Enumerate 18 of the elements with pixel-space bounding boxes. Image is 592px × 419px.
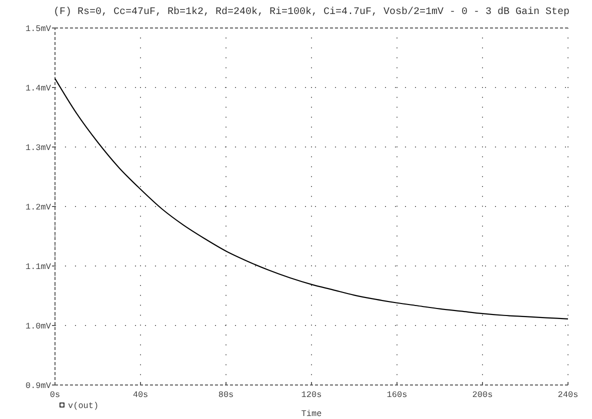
- x-tick-label: 80s: [218, 390, 234, 400]
- line-series: [54, 78, 569, 320]
- y-tick-label: 1.0mV: [25, 322, 52, 332]
- x-tick-label: 40s: [132, 390, 148, 400]
- x-tick-label: 240s: [558, 390, 578, 400]
- x-axis-title: Time: [301, 409, 322, 419]
- x-tick-label: 200s: [472, 390, 493, 400]
- y-tick-label: 1.4mV: [25, 84, 52, 94]
- chart-title: (F) Rs=0, Cc=47uF, Rb=1k2, Rd=240k, Ri=100k, Ci=4.7uF, Vosb/2=1mV - 0 - 3 dB Gain Step: [53, 6, 570, 18]
- y-tick-label: 0.9mV: [25, 381, 52, 391]
- x-tick-label: 160s: [386, 390, 408, 400]
- y-tick-label: 1.3mV: [25, 143, 52, 153]
- x-tick-label: 0s: [50, 390, 60, 400]
- y-tick-label: 1.2mV: [25, 202, 52, 212]
- legend-label: v(out): [68, 401, 99, 411]
- y-tick-label: 1.1mV: [25, 262, 52, 272]
- y-tick-label: 1.5mV: [25, 24, 52, 34]
- x-tick-label: 120s: [301, 390, 322, 400]
